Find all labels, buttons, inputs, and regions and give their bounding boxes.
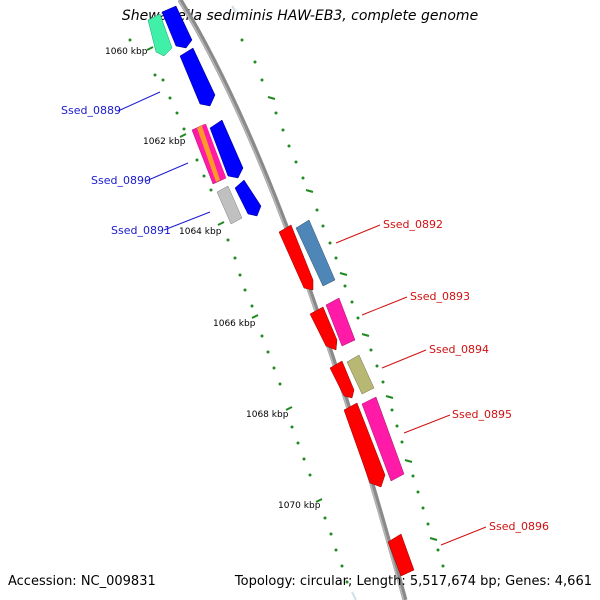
gene-label[interactable]: Ssed_0892 [383, 218, 443, 231]
gene-label[interactable]: Ssed_0891 [111, 224, 171, 237]
gene-red-4[interactable] [343, 402, 386, 488]
gene-red-3[interactable] [329, 360, 355, 399]
accession-label: Accession: NC_009831 [8, 574, 156, 589]
gene-blue-1[interactable] [161, 5, 193, 49]
scale-label: 1062 kbp [143, 137, 186, 147]
inner-tick-track [128, 38, 349, 584]
gene-label[interactable]: Ssed_0890 [91, 174, 151, 187]
gene-label[interactable]: Ssed_0889 [61, 104, 121, 117]
genome-summary: Topology: circular; Length: 5,517,674 bp… [234, 574, 592, 589]
gene-label[interactable]: Ssed_0894 [429, 343, 489, 356]
gene-aqua[interactable] [147, 13, 173, 57]
gene-label[interactable]: Ssed_0895 [452, 408, 512, 421]
scale-label: 1064 kbp [179, 227, 222, 237]
gene-labels-reverse: Ssed_0889 Ssed_0890 Ssed_0891 [61, 104, 171, 237]
gene-red-2[interactable] [309, 306, 338, 351]
scale-label: 1060 kbp [105, 47, 148, 57]
scale-label: 1070 kbp [278, 501, 321, 511]
scale-label: 1066 kbp [213, 319, 256, 329]
map-title: Shewanella sediminis HAW-EB3, complete g… [121, 8, 479, 24]
gene-red-5[interactable] [387, 533, 415, 577]
gene-label[interactable]: Ssed_0896 [489, 520, 549, 533]
gene-magenta-2[interactable] [361, 396, 405, 482]
gene-olive[interactable] [346, 354, 375, 395]
gene-magenta-1[interactable] [325, 297, 356, 347]
scale-labels: 1060 kbp 1062 kbp 1064 kbp 1066 kbp 1068… [105, 47, 321, 511]
gene-blue-4[interactable] [234, 179, 262, 217]
gene-blue-2[interactable] [179, 47, 216, 107]
reverse-genes [147, 5, 262, 225]
gene-blue-3[interactable] [209, 119, 244, 179]
forward-genes [278, 219, 415, 577]
gene-gray[interactable] [216, 185, 243, 225]
gene-red-1[interactable] [278, 224, 314, 291]
gene-label[interactable]: Ssed_0893 [410, 290, 470, 303]
gene-teal[interactable] [295, 219, 336, 287]
scale-label: 1068 kbp [246, 410, 289, 420]
outer-tick-track [240, 38, 445, 568]
gene-labels-forward: Ssed_0892 Ssed_0893 Ssed_0894 Ssed_0895 … [383, 218, 549, 533]
